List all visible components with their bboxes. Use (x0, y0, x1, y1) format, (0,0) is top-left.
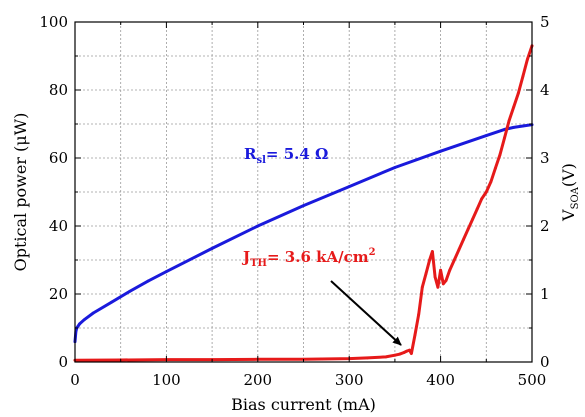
optical-power-point (420, 285, 424, 289)
y2-tick-labels: 0 1 2 3 4 5 (540, 13, 550, 371)
optical-power-point (402, 351, 406, 354)
optical-power-point (439, 268, 442, 272)
grid-lines (75, 22, 532, 362)
y-tick-label: 40 (49, 217, 68, 235)
voltage-point (347, 185, 351, 188)
jth-annotation-tail: = 3.6 kA/cm (267, 248, 369, 266)
optical-power-point (516, 92, 520, 95)
voltage-point (439, 149, 442, 153)
x-tick-label: 300 (335, 371, 364, 389)
optical-power-point (498, 153, 502, 157)
x-axis-title: Bias current (mA) (231, 395, 376, 414)
optical-power-point (413, 333, 417, 337)
y2-tick-label: 4 (540, 81, 550, 99)
optical-power-point (398, 352, 401, 356)
rsl-annotation-sub: sl (256, 155, 266, 166)
optical-power-point (448, 268, 452, 272)
optical-power-point (526, 58, 529, 61)
y-tick-label: 80 (49, 81, 68, 99)
y2-axis-title-sub: SOA (570, 186, 581, 209)
voltage-point (210, 247, 214, 250)
y-tick-label: 60 (49, 149, 68, 167)
y-tick-label: 100 (39, 13, 68, 31)
jth-annotation-sup: 2 (369, 247, 376, 258)
optical-power-point (475, 207, 479, 211)
y2-tick-label: 1 (540, 285, 550, 303)
voltage-point (128, 289, 132, 293)
y2-axis-title-tail: (V) (559, 163, 578, 187)
optical-power-point (489, 180, 493, 184)
optical-power-point (433, 275, 437, 279)
optical-power-point (521, 75, 525, 78)
voltage-point (78, 322, 81, 326)
optical-power-point (466, 228, 470, 231)
optical-power-point (503, 136, 506, 140)
voltage-point (393, 166, 397, 169)
y2-tick-label: 2 (540, 217, 550, 235)
optical-power-point (441, 282, 445, 286)
rsl-annotation: Rsl= 5.4 Ω (244, 145, 328, 166)
y-tick-label: 0 (58, 353, 68, 371)
optical-power-point (512, 105, 516, 109)
voltage-point (165, 270, 168, 273)
optical-power-point (393, 353, 397, 357)
x-tick-label: 500 (518, 371, 547, 389)
optical-power-point (436, 285, 440, 289)
optical-power-point (424, 272, 428, 275)
optical-power-point (457, 248, 461, 252)
y2-axis-title-main: V (559, 209, 578, 222)
optical-power-point (428, 258, 432, 262)
rsl-annotation-main: R (244, 145, 257, 163)
voltage-point (512, 126, 516, 129)
y-tick-label: 20 (49, 285, 68, 303)
optical-power-point (494, 166, 497, 170)
optical-power-point (409, 352, 413, 355)
voltage-point (91, 311, 95, 315)
axis-ticks (74, 21, 533, 363)
optical-power-point (430, 250, 434, 253)
annotation-arrow (330, 280, 402, 346)
y2-tick-label: 5 (540, 13, 550, 31)
y-tick-labels: 0 20 40 60 80 100 (39, 13, 68, 371)
rsl-annotation-tail: = 5.4 Ω (266, 145, 328, 163)
optical-power-point (384, 355, 388, 359)
optical-power-point (452, 258, 456, 262)
optical-power-point (417, 313, 421, 316)
jth-annotation-sub: TH (250, 258, 267, 269)
voltage-point (484, 134, 488, 137)
x-tick-labels: 0 100 200 300 400 500 (70, 371, 546, 389)
optical-power-point (405, 349, 409, 353)
y2-tick-label: 3 (540, 149, 550, 167)
jth-annotation: JTH= 3.6 kA/cm2 (241, 247, 376, 269)
optical-power-point (408, 348, 411, 352)
optical-power-point (471, 217, 474, 221)
voltage-point (110, 300, 113, 304)
jth-annotation-main: J (241, 248, 250, 266)
optical-power-point (480, 197, 484, 201)
optical-power-point (366, 356, 369, 360)
x-tick-label: 100 (152, 371, 181, 389)
optical-power-point (444, 279, 448, 282)
y-axis-title: Optical power (μW) (11, 113, 30, 272)
optical-power-point (462, 238, 465, 242)
optical-power-point (484, 190, 488, 194)
x-tick-label: 200 (243, 371, 272, 389)
voltage-point (256, 224, 260, 228)
voltage-point (302, 204, 305, 208)
voltage-point (146, 279, 150, 283)
y2-tick-label: 0 (540, 353, 550, 371)
y2-axis-title: VSOA(V) (559, 163, 581, 222)
optical-power-point (507, 119, 511, 122)
voltage-point (521, 124, 525, 128)
series-layer (73, 44, 534, 362)
x-tick-label: 400 (426, 371, 455, 389)
x-tick-label: 0 (70, 371, 80, 389)
voltage-point (82, 318, 86, 322)
